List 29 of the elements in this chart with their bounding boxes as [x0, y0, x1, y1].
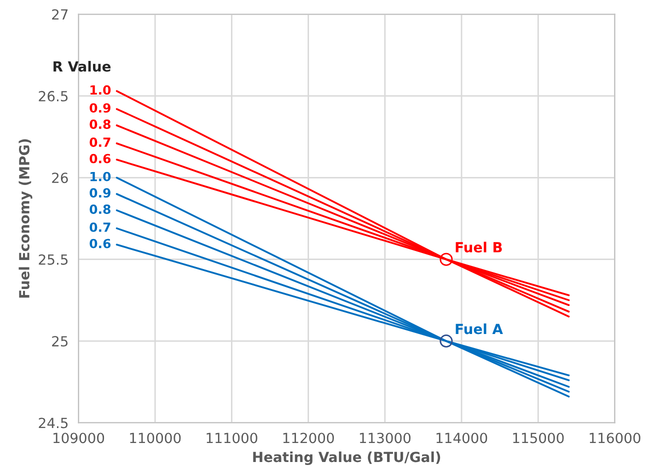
- series-label: 0.9: [90, 188, 110, 198]
- y-axis-title: Fuel Economy (MPG): [18, 139, 32, 298]
- series-label: 0.7: [90, 138, 110, 147]
- y-tick-label: 24.5: [38, 418, 68, 428]
- annotation: Fuel A: [456, 323, 503, 334]
- series-label: 0.6: [90, 154, 111, 164]
- series-label: 0.8: [90, 204, 110, 214]
- annotation: R Value: [54, 60, 111, 72]
- x-axis-title: Heating Value (BTU/Gal): [253, 451, 440, 466]
- series-label: 0.9: [90, 103, 110, 113]
- y-tick-label: 26: [52, 172, 68, 184]
- series-label: 0.6: [90, 238, 111, 248]
- x-tick-label: 111000: [206, 432, 258, 444]
- series-label: 0.8: [90, 120, 110, 129]
- y-tick-label: 27: [52, 9, 68, 20]
- series-label: 1.0: [90, 172, 111, 182]
- x-tick-label: 110000: [130, 432, 181, 444]
- y-tick-label: 25.5: [38, 254, 68, 265]
- series-label: 0.7: [90, 222, 110, 232]
- x-tick-label: 115000: [513, 432, 564, 444]
- x-tick-label: 113000: [360, 432, 411, 444]
- x-tick-label: 112000: [283, 432, 334, 444]
- y-tick-label: 26.5: [38, 90, 68, 102]
- annotation: Fuel B: [456, 242, 502, 252]
- y-tick-label: 25: [52, 336, 68, 347]
- x-tick-label: 109000: [53, 432, 104, 444]
- x-tick-label: 116000: [590, 432, 640, 444]
- series-label: 1.0: [90, 85, 111, 95]
- x-tick-label: 114000: [436, 432, 488, 444]
